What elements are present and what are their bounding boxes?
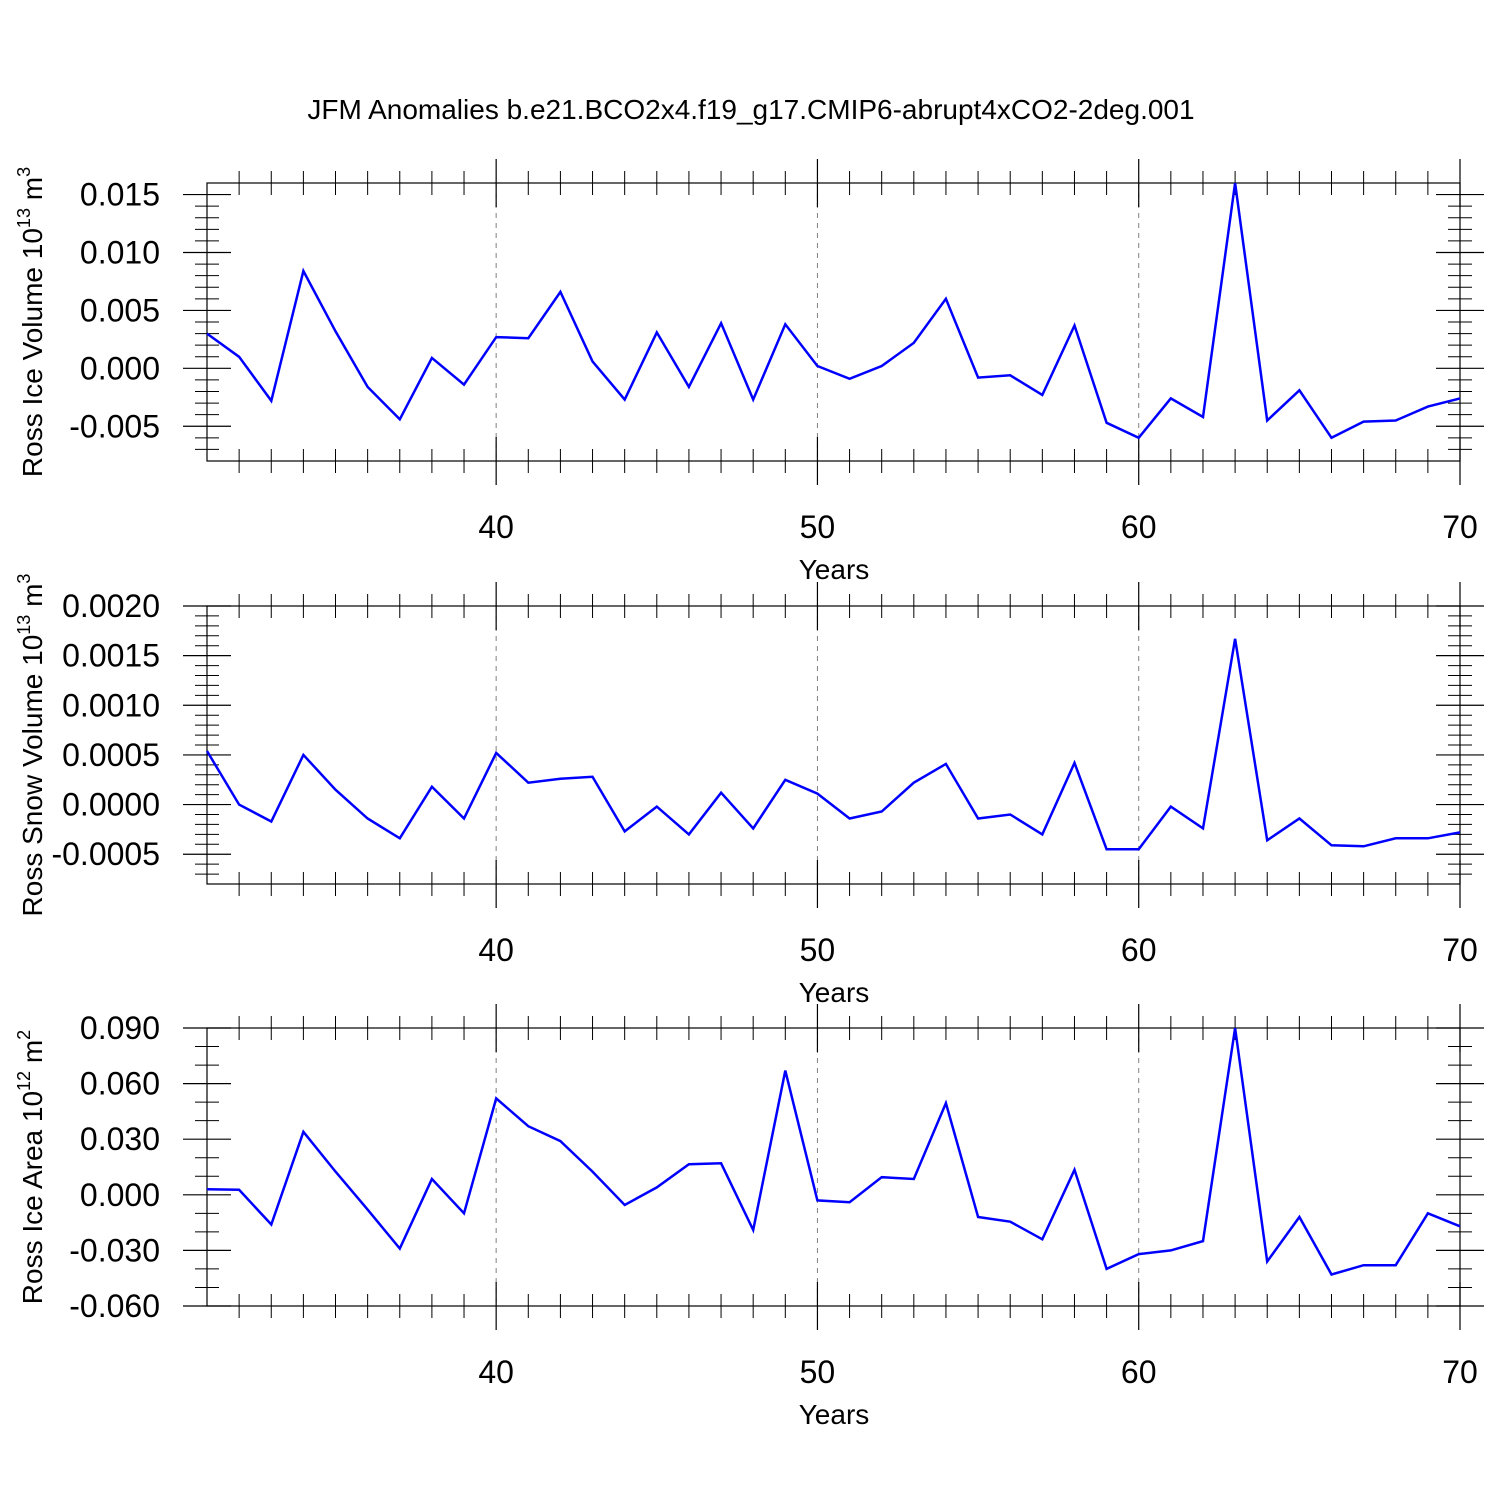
plot-frame [206, 182, 1461, 462]
x-tick-label: 50 [800, 932, 836, 968]
y-tick-label: 0.010 [80, 235, 160, 271]
y-tick-label: -0.0005 [51, 836, 160, 872]
y-tick-label: 0.000 [80, 350, 160, 386]
x-tick-label: 40 [478, 932, 514, 968]
y-tick-label: 0.005 [80, 292, 160, 328]
y-tick-label: 0.090 [80, 1010, 160, 1046]
x-axis-label: Years [799, 977, 870, 1008]
x-axis-label: Years [799, 1399, 870, 1430]
x-tick-label: 60 [1121, 509, 1157, 545]
y-axis-label: Ross Ice Volume 1013 m3 [14, 167, 48, 477]
x-tick-label: 40 [478, 1354, 514, 1390]
x-tick-label: 50 [800, 1354, 836, 1390]
chart-title: JFM Anomalies b.e21.BCO2x4.f19_g17.CMIP6… [307, 94, 1194, 125]
plot-frame [206, 605, 1461, 885]
plot-frame [206, 1027, 1461, 1307]
y-tick-label: -0.030 [69, 1232, 160, 1268]
x-tick-label: 70 [1442, 932, 1478, 968]
x-tick-label: 60 [1121, 1354, 1157, 1390]
series-line [205, 638, 1461, 851]
y-tick-label: 0.0015 [62, 638, 160, 674]
y-axis-label: Ross Ice Area 1012 m2 [14, 1030, 48, 1304]
x-tick-label: 70 [1442, 509, 1478, 545]
y-tick-label: 0.000 [80, 1177, 160, 1213]
y-tick-label: 0.015 [80, 177, 160, 213]
y-tick-label: 0.0000 [62, 787, 160, 823]
x-tick-label: 70 [1442, 1354, 1478, 1390]
y-axis-label: Ross Snow Volume 1013 m3 [14, 574, 48, 917]
y-tick-label: 0.060 [80, 1066, 160, 1102]
series-line [206, 182, 1461, 440]
y-tick-label: 0.0005 [62, 737, 160, 773]
y-tick-label: -0.060 [69, 1288, 160, 1324]
y-tick-label: 0.030 [80, 1121, 160, 1157]
panel-2: 40 50 60 70 0.0020 0.0015 0.0010 0.0005 0.0000 -0… [14, 574, 1484, 1008]
y-tick-label: 0.0020 [62, 588, 160, 624]
panel-3: 40 50 60 70 0.090 0.060 0.030 0.000 -0.030 -0.060… [14, 1004, 1484, 1430]
y-tick-label: -0.005 [69, 408, 160, 444]
x-axis-label: Years [799, 554, 870, 585]
series-line [206, 1027, 1461, 1276]
x-tick-label: 40 [478, 509, 514, 545]
y-tick-label: 0.0010 [62, 687, 160, 723]
x-tick-label: 60 [1121, 932, 1157, 968]
x-tick-label: 50 [800, 509, 836, 545]
panel-1: 40 50 60 70 0.015 0.010 0.005 0.000 -0.005 Years R… [14, 159, 1484, 585]
